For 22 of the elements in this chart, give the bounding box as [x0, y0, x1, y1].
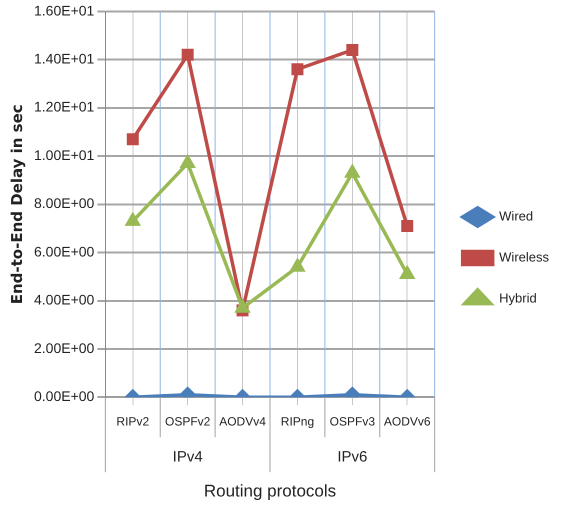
- x-tick-label: RIPv2: [116, 414, 150, 429]
- y-tick-label: 4.00E+00: [34, 292, 95, 308]
- legend-label: Hybrid: [499, 290, 537, 306]
- legend-label: Wired: [499, 208, 534, 224]
- legend-label: Wireless: [499, 250, 550, 265]
- x-tick-label: AODVv4: [219, 414, 266, 429]
- x-axis-title: Routing protocols: [204, 481, 336, 500]
- y-tick-label: 8.00E+00: [34, 195, 95, 212]
- text: IPv4: [172, 448, 203, 466]
- y-axis-title: End-to-End Delay in sec: [8, 104, 26, 304]
- y-tick-label: 1.60E+01: [34, 2, 95, 18]
- y-tick-label: 1.40E+01: [34, 50, 95, 66]
- y-tick-label: 2.00E+00: [34, 340, 95, 356]
- x-tick-label: OSPFv3: [330, 414, 376, 429]
- y-tick-label: 0.00E+00: [34, 388, 95, 404]
- y-tick-label: 1.00E+01: [34, 146, 95, 163]
- y-tick-label: 1.20E+01: [34, 98, 95, 115]
- x-tick-label: RIPng: [280, 414, 314, 429]
- y-tick-label: 6.00E+00: [34, 243, 95, 260]
- x-tick-label: AODVv6: [384, 414, 431, 429]
- x-tick-label: OSPFv2: [164, 414, 211, 429]
- text: IPv6: [337, 448, 368, 466]
